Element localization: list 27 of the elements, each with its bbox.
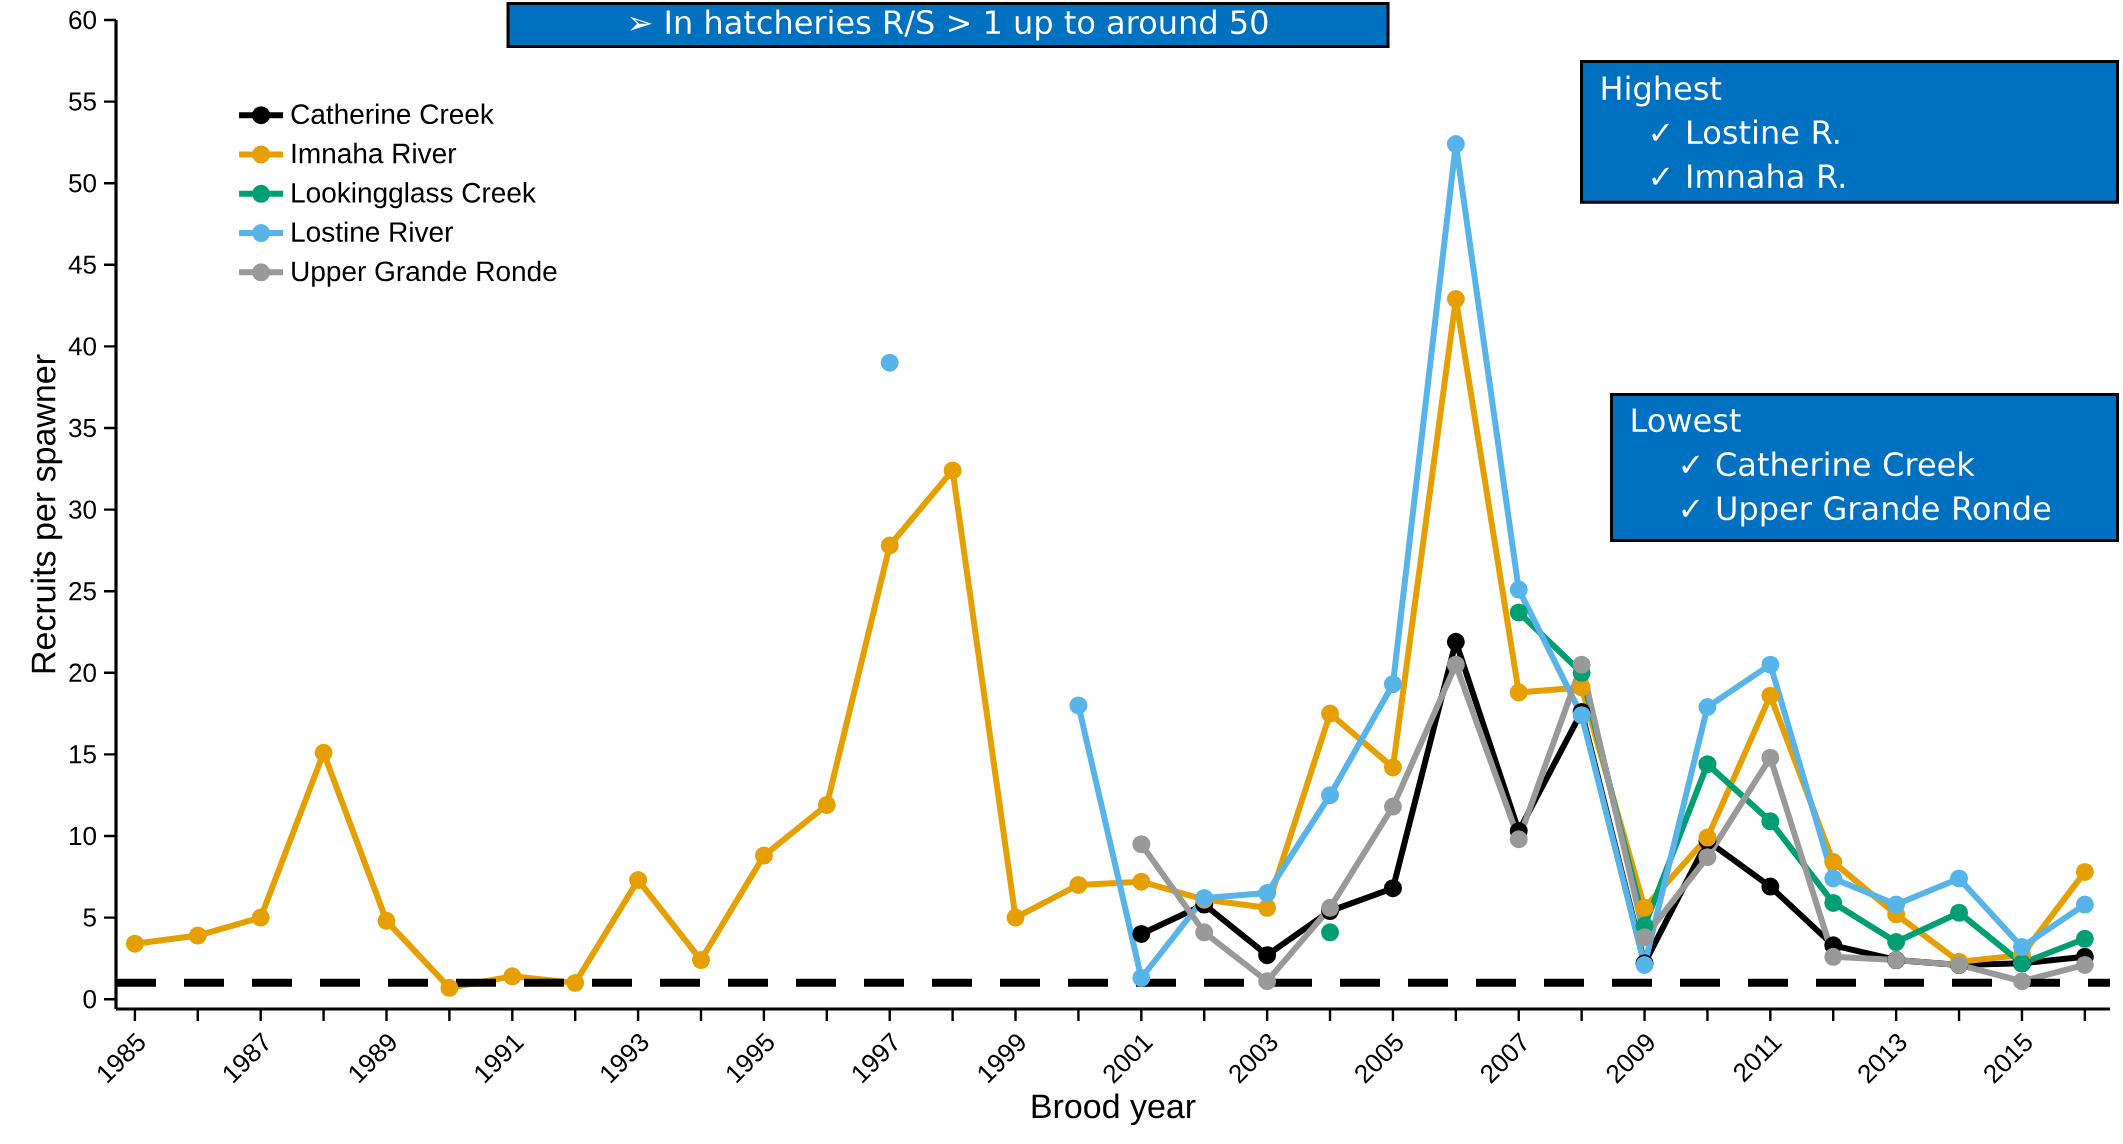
y-tick-label: 5 <box>83 908 96 927</box>
legend-label: Upper Grande Ronde <box>292 260 557 287</box>
y-tick-label: 55 <box>69 92 96 111</box>
legend-label: Lookingglass Creek <box>292 182 536 209</box>
y-tick-label: 50 <box>69 173 96 193</box>
annotation: ✓ Upper Grande Ronde <box>1682 495 2051 527</box>
legend-label: Catherine Creek <box>291 103 494 125</box>
annotation: Highest <box>1602 75 1722 107</box>
y-tick-label: 10 <box>70 826 96 846</box>
legend-label: Imnaha River <box>292 142 457 164</box>
y-tick-label: 60 <box>69 10 96 30</box>
y-tick-label: 0 <box>83 989 96 1009</box>
y-tick-label: 15 <box>70 745 96 764</box>
y-tick-label: 35 <box>69 418 96 438</box>
annotation: ✓ Imnaha R. <box>1652 163 1844 189</box>
legend-label: Lostine River <box>292 221 453 242</box>
y-tick-label: 45 <box>68 255 96 274</box>
y-tick-label: 40 <box>68 337 96 356</box>
y-tick-label: 20 <box>69 663 96 682</box>
y-tick-label: 30 <box>69 500 96 519</box>
annotation: Lowest <box>1632 408 1741 433</box>
x-axis-title: Brood year <box>1032 1093 1196 1126</box>
y-axis-title: Recruits per spawner <box>30 354 63 673</box>
annotation: ✓ Lostine R. <box>1652 119 1839 145</box>
annotation: ✓ Catherine Creek <box>1682 451 1975 477</box>
y-tick-label: 25 <box>69 581 96 601</box>
annotation: ➢ In hatcheries R/S > 1 up to around 50 <box>630 9 1268 41</box>
